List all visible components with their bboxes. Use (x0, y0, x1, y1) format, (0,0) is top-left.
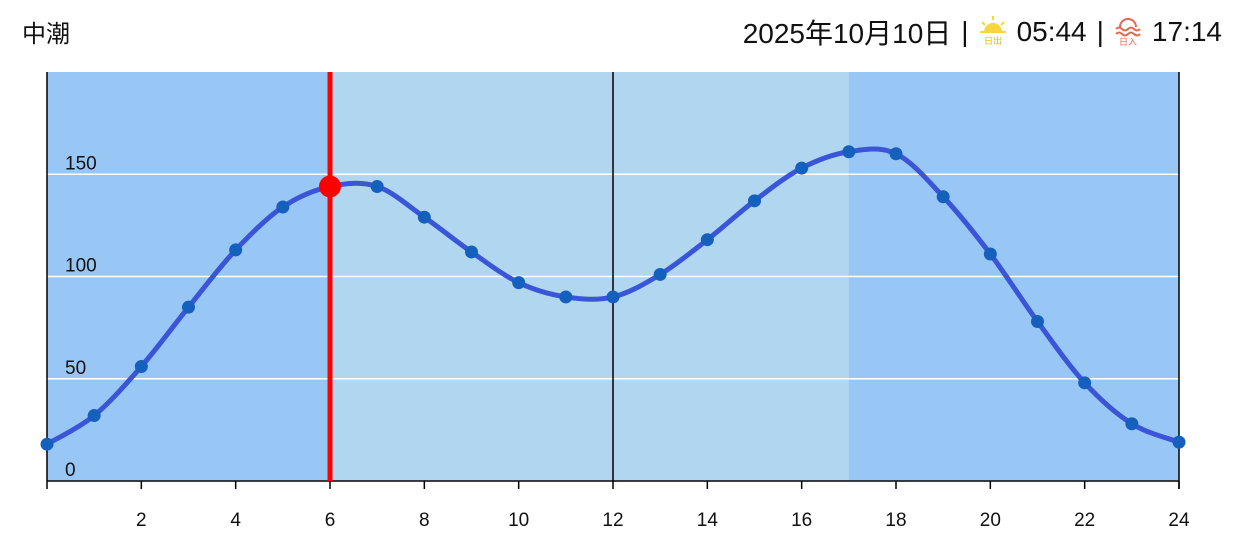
sunrise-icon: 日出 (979, 16, 1006, 46)
tide-point (795, 161, 809, 175)
tide-point (748, 194, 761, 208)
tide-point (842, 145, 856, 159)
tide-name: 中潮 (22, 21, 70, 48)
sunset-icon: 日入 (1115, 18, 1141, 47)
x-tick-label: 8 (419, 510, 430, 531)
tide-point (87, 409, 101, 423)
icon-label: 日入 (1119, 37, 1137, 47)
x-tick-label: 16 (791, 510, 812, 531)
x-tick-label: 10 (508, 510, 529, 531)
tide-point (1125, 417, 1139, 431)
tide-point (276, 200, 290, 214)
tide-point (1078, 376, 1092, 390)
tide-point (700, 233, 714, 247)
y-tick-label: 100 (65, 256, 97, 277)
x-tick-label: 22 (1074, 510, 1095, 531)
tide-point (983, 247, 997, 261)
y-tick-label: 0 (65, 460, 76, 481)
tide-point (40, 437, 54, 451)
tide-point (417, 210, 431, 224)
tide-point (182, 300, 195, 314)
tide-point (512, 276, 526, 290)
tide-point (1172, 435, 1186, 449)
tide-point (370, 180, 384, 194)
tide-point (559, 290, 573, 304)
icon-label: 日出 (984, 35, 1002, 46)
date: 2025年10月10日 (742, 18, 952, 49)
tide-point (889, 147, 903, 161)
tide-point (606, 290, 620, 304)
x-tick-label: 24 (1168, 510, 1190, 531)
y-tick-label: 50 (65, 358, 86, 379)
x-tick-label: 14 (697, 510, 719, 531)
x-tick-label: 18 (885, 510, 906, 531)
x-tick-label: 20 (980, 510, 1001, 531)
separator: | (961, 16, 969, 47)
y-tick-label: 150 (65, 153, 97, 174)
tide-point (465, 245, 478, 259)
sunrise-time: 05:44 (1016, 16, 1087, 47)
x-tick-label: 12 (602, 510, 623, 531)
x-tick-label: 4 (230, 510, 241, 531)
tide-point (229, 243, 243, 257)
x-tick-label: 6 (325, 510, 336, 531)
current-point (319, 175, 341, 198)
x-tick-label: 2 (136, 510, 147, 531)
sun-info: 2025年10月10日 | 日出 05:44 | 日入 17:14 (743, 12, 1222, 52)
tide-point (1031, 314, 1044, 328)
tide-point (134, 359, 148, 373)
separator: | (1096, 16, 1104, 47)
tide-point (936, 190, 950, 204)
sunset-time: 17:14 (1151, 16, 1222, 47)
tide-point (653, 267, 667, 281)
